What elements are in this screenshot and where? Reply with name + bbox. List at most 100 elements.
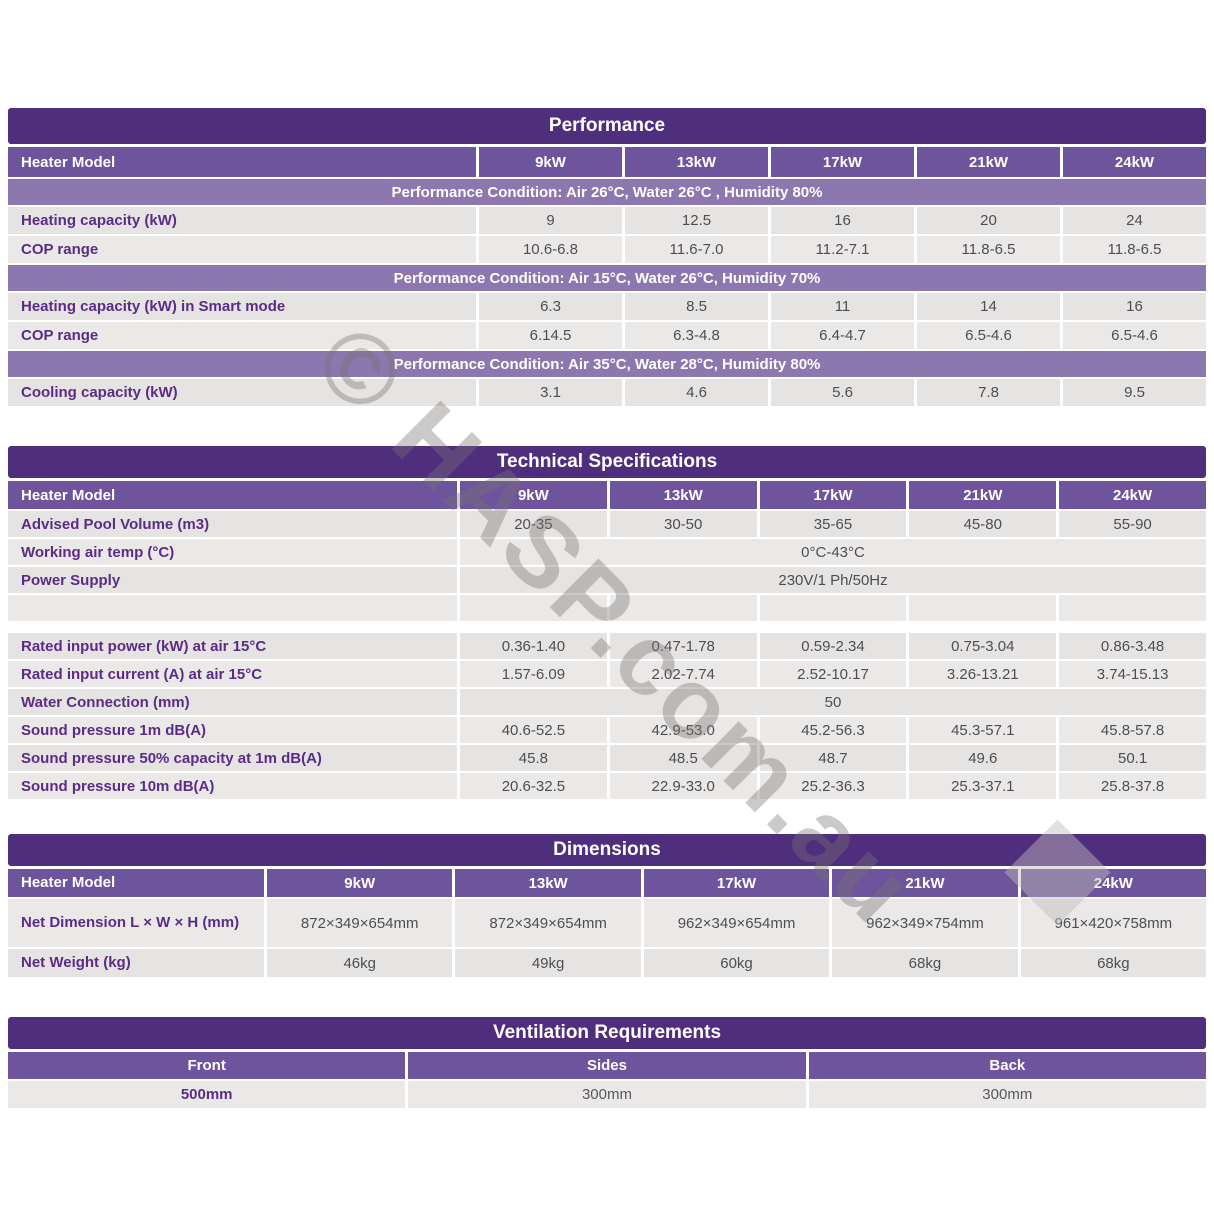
value-cell: 10.6-6.8 xyxy=(479,236,622,263)
value-cell: 49.6 xyxy=(909,745,1057,771)
value-cell: 45-80 xyxy=(909,511,1057,537)
value-cell: 11.8-6.5 xyxy=(1063,236,1206,263)
value-cell: 7.8 xyxy=(917,379,1060,406)
model-column-header: 13kW xyxy=(625,147,768,177)
value-cell: 48.7 xyxy=(759,745,907,771)
spanning-value-cell: 50 xyxy=(460,689,1206,715)
ventilation-column-header: Front xyxy=(8,1052,406,1079)
model-column-header: 24kW xyxy=(1020,869,1207,897)
model-column-header: 9kW xyxy=(267,869,453,897)
value-cell: 30-50 xyxy=(609,511,757,537)
row-label: Water Connection (mm) xyxy=(8,689,457,715)
value-cell: 6.4-4.7 xyxy=(771,322,914,349)
value-cell: 11.8-6.5 xyxy=(917,236,1060,263)
model-column-header: 17kW xyxy=(771,147,914,177)
model-column-header: 24kW xyxy=(1063,147,1206,177)
value-cell: 16 xyxy=(771,207,914,234)
value-cell: 20-35 xyxy=(460,511,607,537)
value-cell: 6.3 xyxy=(479,293,622,320)
value-cell: 46kg xyxy=(267,949,453,977)
table-row: Advised Pool Volume (m3) 20-35 30-50 35-… xyxy=(8,511,1206,537)
heater-model-header: Heater Model xyxy=(8,869,264,897)
value-cell: 961×420×758mm xyxy=(1020,899,1207,947)
value-cell: 45.2-56.3 xyxy=(759,717,907,743)
table-row: Heating capacity (kW) 9 12.5 16 20 24 xyxy=(8,207,1206,234)
value-cell: 0.59-2.34 xyxy=(759,633,907,659)
value-cell: 872×349×654mm xyxy=(267,899,453,947)
row-label: Rated input current (A) at air 15°C xyxy=(8,661,457,687)
performance-table: Performance Heater Model 9kW 13kW 17kW 2… xyxy=(8,108,1206,406)
value-cell: 60kg xyxy=(643,949,830,977)
value-cell: 11.2-7.1 xyxy=(771,236,914,263)
spanning-value-cell: 230V/1 Ph/50Hz xyxy=(460,567,1206,593)
row-label: Heating capacity (kW) in Smart mode xyxy=(8,293,476,320)
value-cell: 6.5-4.6 xyxy=(1063,322,1206,349)
table-row: Working air temp (°C) 0°C-43°C xyxy=(8,539,1206,565)
value-cell: 49kg xyxy=(455,949,641,977)
value-cell: 0.47-1.78 xyxy=(609,633,757,659)
value-cell: 12.5 xyxy=(625,207,768,234)
ventilation-column-header: Back xyxy=(808,1052,1206,1079)
table-row: Sound pressure 10m dB(A) 20.6-32.5 22.9-… xyxy=(8,773,1206,799)
model-column-header: 17kW xyxy=(643,869,830,897)
value-cell: 500mm xyxy=(8,1081,406,1108)
value-cell: 48.5 xyxy=(609,745,757,771)
value-cell: 0.36-1.40 xyxy=(460,633,607,659)
technical-specifications-table: Technical Specifications Heater Model 9k… xyxy=(8,446,1206,799)
heater-model-header: Heater Model xyxy=(8,481,457,509)
value-cell: 2.02-7.74 xyxy=(609,661,757,687)
row-label xyxy=(8,595,457,621)
row-label: Cooling capacity (kW) xyxy=(8,379,476,406)
row-label: Sound pressure 50% capacity at 1m dB(A) xyxy=(8,745,457,771)
row-label: Power Supply xyxy=(8,567,457,593)
value-cell: 25.2-36.3 xyxy=(759,773,907,799)
performance-header-row: Heater Model 9kW 13kW 17kW 21kW 24kW xyxy=(8,147,1206,177)
value-cell: 35-65 xyxy=(759,511,907,537)
value-cell: 55-90 xyxy=(1059,511,1206,537)
value-cell: 4.6 xyxy=(625,379,768,406)
table-row: COP range 6.14.5 6.3-4.8 6.4-4.7 6.5-4.6… xyxy=(8,322,1206,349)
value-cell xyxy=(759,595,907,621)
value-cell: 300mm xyxy=(408,1081,806,1108)
row-label: COP range xyxy=(8,322,476,349)
table-row: Rated input current (A) at air 15°C 1.57… xyxy=(8,661,1206,687)
heater-model-header: Heater Model xyxy=(8,147,476,177)
value-cell: 3.26-13.21 xyxy=(909,661,1057,687)
dimensions-table: Dimensions Heater Model 9kW 13kW 17kW 21… xyxy=(8,834,1207,977)
condition-band: Performance Condition: Air 35°C, Water 2… xyxy=(8,351,1206,377)
value-cell: 68kg xyxy=(832,949,1018,977)
value-cell: 5.6 xyxy=(771,379,914,406)
ventilation-table: Ventilation Requirements Front Sides Bac… xyxy=(8,1017,1206,1108)
value-cell: 3.74-15.13 xyxy=(1059,661,1206,687)
value-cell: 25.3-37.1 xyxy=(909,773,1057,799)
table-row: Water Connection (mm) 50 xyxy=(8,689,1206,715)
value-cell: 3.1 xyxy=(479,379,622,406)
value-cell: 962×349×754mm xyxy=(832,899,1018,947)
table-row: 500mm 300mm 300mm xyxy=(8,1081,1206,1108)
table-row: Net Weight (kg) 46kg 49kg 60kg 68kg 68kg xyxy=(8,949,1207,977)
row-label: Heating capacity (kW) xyxy=(8,207,476,234)
value-cell: 872×349×654mm xyxy=(455,899,641,947)
value-cell xyxy=(1059,595,1206,621)
value-cell: 16 xyxy=(1063,293,1206,320)
table-row: Heating capacity (kW) in Smart mode 6.3 … xyxy=(8,293,1206,320)
row-label: Sound pressure 10m dB(A) xyxy=(8,773,457,799)
row-label: COP range xyxy=(8,236,476,263)
table-row-empty xyxy=(8,595,1206,621)
value-cell: 50.1 xyxy=(1059,745,1206,771)
row-label: Rated input power (kW) at air 15°C xyxy=(8,633,457,659)
value-cell: 45.8-57.8 xyxy=(1059,717,1206,743)
value-cell: 45.8 xyxy=(460,745,607,771)
value-cell: 40.6-52.5 xyxy=(460,717,607,743)
table-row: Cooling capacity (kW) 3.1 4.6 5.6 7.8 9.… xyxy=(8,379,1206,406)
model-column-header: 21kW xyxy=(832,869,1018,897)
value-cell: 0.75-3.04 xyxy=(909,633,1057,659)
value-cell: 300mm xyxy=(808,1081,1206,1108)
value-cell xyxy=(460,595,607,621)
value-cell: 11 xyxy=(771,293,914,320)
ventilation-table-title: Ventilation Requirements xyxy=(8,1017,1206,1049)
row-label: Working air temp (°C) xyxy=(8,539,457,565)
value-cell: 22.9-33.0 xyxy=(609,773,757,799)
value-cell: 1.57-6.09 xyxy=(460,661,607,687)
value-cell: 9.5 xyxy=(1063,379,1206,406)
